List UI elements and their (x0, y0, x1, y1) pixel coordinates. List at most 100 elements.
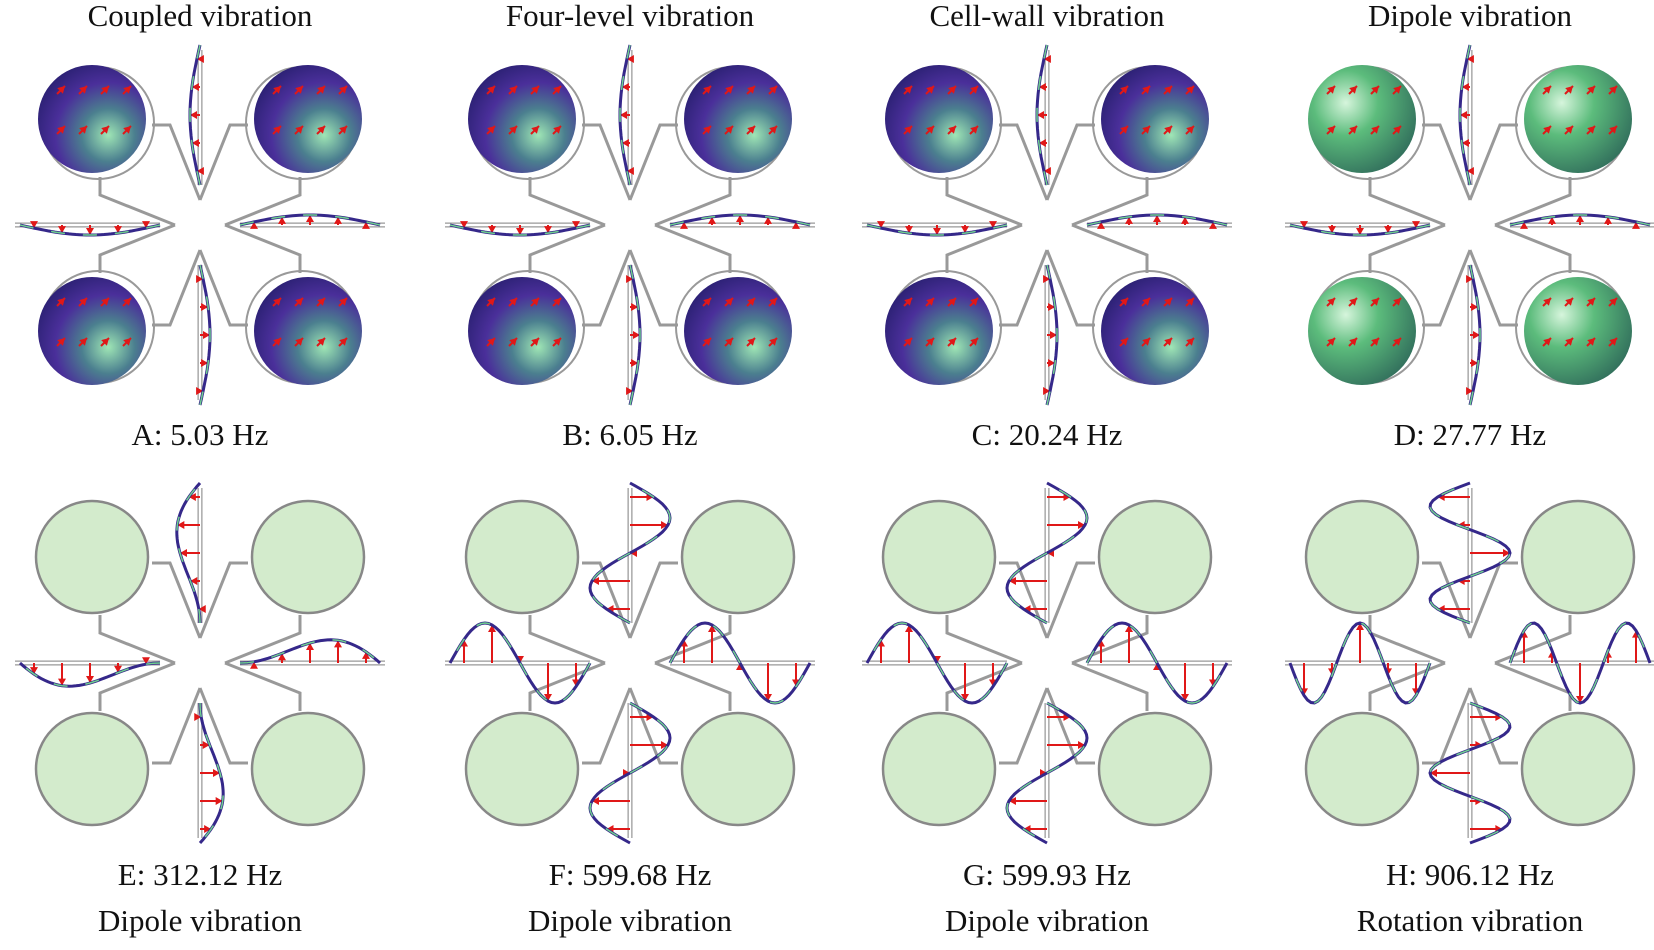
connector (1494, 177, 1572, 227)
arrow-head (101, 126, 109, 134)
arrow-head (79, 338, 87, 346)
arrow-head (1609, 298, 1617, 306)
arrow-head (1466, 387, 1474, 395)
arrow-head (1038, 139, 1046, 147)
cell (1524, 277, 1632, 385)
arrow-head (334, 216, 342, 224)
cell (1520, 499, 1636, 615)
arrow-head (191, 139, 199, 147)
arrow-head (1587, 126, 1595, 134)
cell (1304, 499, 1420, 615)
cell (881, 499, 997, 615)
arrow-head (792, 221, 800, 229)
arrow-head (904, 298, 912, 306)
arrow-head (57, 126, 65, 134)
arrow-head (202, 741, 210, 749)
arrow-head (1503, 549, 1510, 557)
arrow-head (114, 665, 122, 673)
arrow-head (191, 83, 199, 91)
mode-label: B: 6.05 Hz (562, 417, 697, 452)
cell (885, 277, 993, 385)
arrow-head (970, 298, 978, 306)
cell (254, 65, 362, 173)
arrow-head (101, 86, 109, 94)
arrow-head (1349, 298, 1357, 306)
arrow-head (1050, 331, 1057, 339)
connector (999, 123, 1049, 201)
arrow-head (273, 298, 281, 306)
arrow-head (1048, 359, 1056, 367)
mode-shape-highlight (19, 224, 161, 236)
arrow-head (339, 338, 347, 346)
arrow-head (1043, 55, 1051, 63)
arrow-head (1327, 338, 1335, 346)
arrow-head (553, 126, 561, 134)
arrow-head (631, 303, 639, 311)
arrow-head (703, 126, 711, 134)
arrow-head (961, 694, 969, 702)
cell (1304, 711, 1420, 827)
mode-shape-highlight (1459, 44, 1471, 186)
arrow-head (1543, 126, 1551, 134)
connector (945, 661, 1023, 711)
arrow-head (1461, 83, 1469, 91)
arrow-head (1186, 86, 1194, 94)
arrow-head (1565, 126, 1573, 134)
connector (528, 223, 606, 273)
connector (582, 561, 632, 639)
arrow-head (295, 338, 303, 346)
arrow-head (970, 126, 978, 134)
arrow-head (1328, 226, 1336, 234)
mode-name: Four-level vibration (506, 0, 755, 33)
arrow-head (1587, 86, 1595, 94)
arrow-head (317, 126, 325, 134)
connector (1422, 249, 1472, 327)
arrow-head (516, 228, 524, 235)
arrow-head (509, 298, 517, 306)
arrow-head (1164, 86, 1172, 94)
connector (1422, 561, 1472, 639)
arrow-head (1164, 298, 1172, 306)
connector (654, 223, 732, 273)
arrow-head (544, 226, 552, 234)
arrow-head (764, 216, 772, 224)
arrow-head (250, 221, 258, 229)
connector (224, 177, 302, 227)
arrow-head (295, 298, 303, 306)
connector (1071, 615, 1149, 665)
arrow-head (204, 825, 212, 833)
cell (1524, 65, 1632, 173)
arrow-head (1186, 126, 1194, 134)
arrow-head (339, 298, 347, 306)
arrow-head (57, 338, 65, 346)
panel (1285, 44, 1654, 406)
arrow-head (1604, 216, 1612, 224)
arrow-head (196, 55, 204, 63)
connector (945, 223, 1023, 273)
arrow-head (591, 577, 599, 585)
arrow-head (621, 139, 629, 147)
arrow-head (1543, 338, 1551, 346)
arrow-head (196, 275, 204, 283)
arrow-head (1153, 215, 1161, 222)
connector (224, 615, 302, 665)
arrow-head (1164, 338, 1172, 346)
arrow-head (1565, 338, 1573, 346)
connector (628, 561, 678, 639)
connector (198, 249, 248, 327)
cell (1097, 711, 1213, 827)
arrow-head (1393, 86, 1401, 94)
arrow-head (1609, 338, 1617, 346)
panel (862, 44, 1232, 406)
arrow-head (203, 331, 210, 339)
arrow-head (725, 298, 733, 306)
mode-label: D: 27.77 Hz (1394, 417, 1546, 452)
connector (1368, 223, 1446, 273)
mode-shape (1428, 701, 1512, 845)
connector (152, 561, 202, 639)
arrow-head (1120, 298, 1128, 306)
arrow-head (1349, 86, 1357, 94)
arrow-head (764, 694, 772, 702)
arrow-head (948, 338, 956, 346)
arrow-head (123, 338, 131, 346)
